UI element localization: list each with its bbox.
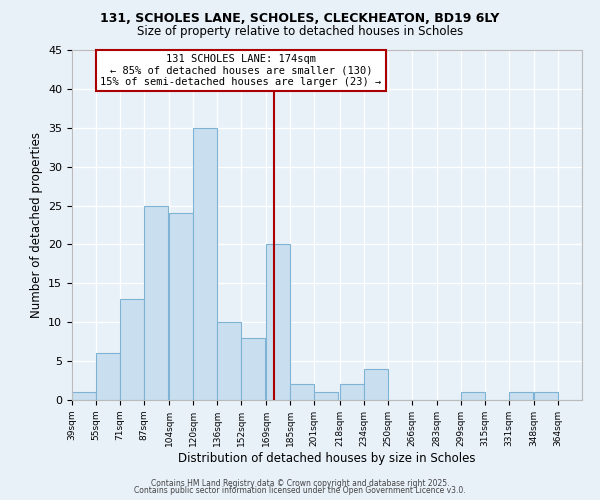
Bar bbox=[120, 299, 144, 400]
Bar bbox=[169, 214, 193, 400]
Bar bbox=[96, 354, 120, 400]
Bar bbox=[314, 392, 338, 400]
Bar bbox=[72, 392, 96, 400]
Bar bbox=[509, 392, 533, 400]
Text: 131, SCHOLES LANE, SCHOLES, CLECKHEATON, BD19 6LY: 131, SCHOLES LANE, SCHOLES, CLECKHEATON,… bbox=[100, 12, 500, 26]
Bar bbox=[144, 206, 168, 400]
Bar bbox=[534, 392, 558, 400]
Bar bbox=[217, 322, 241, 400]
Bar bbox=[290, 384, 314, 400]
Bar bbox=[461, 392, 485, 400]
X-axis label: Distribution of detached houses by size in Scholes: Distribution of detached houses by size … bbox=[178, 452, 476, 464]
Bar bbox=[266, 244, 290, 400]
Bar bbox=[364, 369, 388, 400]
Text: Contains public sector information licensed under the Open Government Licence v3: Contains public sector information licen… bbox=[134, 486, 466, 495]
Text: Size of property relative to detached houses in Scholes: Size of property relative to detached ho… bbox=[137, 25, 463, 38]
Y-axis label: Number of detached properties: Number of detached properties bbox=[29, 132, 43, 318]
Bar bbox=[241, 338, 265, 400]
Text: 131 SCHOLES LANE: 174sqm
← 85% of detached houses are smaller (130)
15% of semi-: 131 SCHOLES LANE: 174sqm ← 85% of detach… bbox=[100, 54, 382, 87]
Bar bbox=[340, 384, 364, 400]
Bar bbox=[193, 128, 217, 400]
Text: Contains HM Land Registry data © Crown copyright and database right 2025.: Contains HM Land Registry data © Crown c… bbox=[151, 478, 449, 488]
